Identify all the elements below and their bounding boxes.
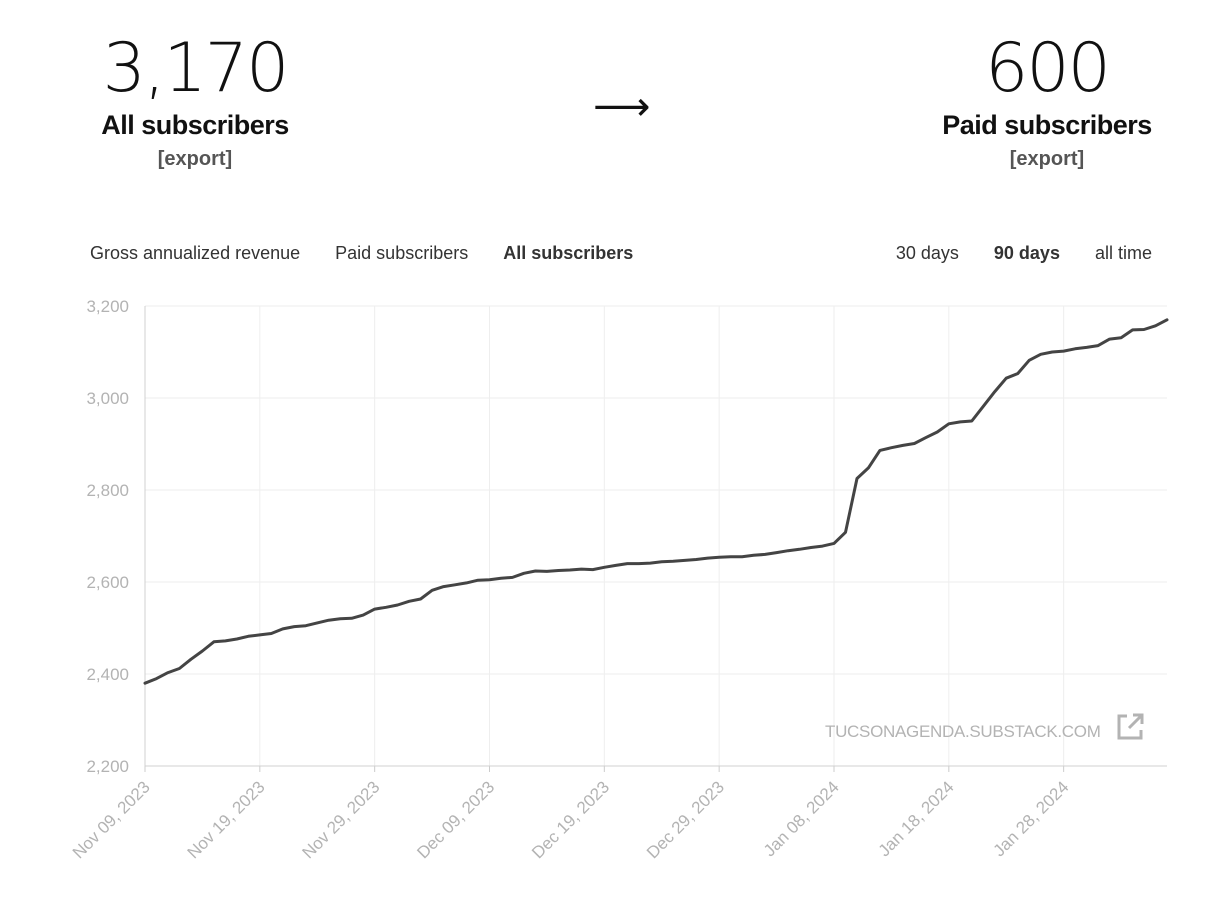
x-tick-label: Nov 09, 2023 [69,777,154,862]
paid-subscribers-stat: 600 Paid subscribers [export] [887,28,1207,171]
external-link-icon[interactable] [1115,712,1145,742]
x-tick-label: Dec 09, 2023 [413,777,498,862]
y-tick-label: 3,000 [86,389,129,408]
x-tick-label: Nov 29, 2023 [299,777,384,862]
arrow-right-icon: ⟶ [593,84,651,130]
metric-tabs: Gross annualized revenue Paid subscriber… [90,243,663,264]
paid-subscribers-label: Paid subscribers [942,110,1152,140]
all-subscribers-stat: 3,170 All subscribers [export] [35,28,355,171]
y-tick-label: 2,600 [86,573,129,592]
range-90-days[interactable]: 90 days [993,243,1060,263]
tab-gross-annualized-revenue[interactable]: Gross annualized revenue [90,243,301,263]
y-tick-label: 3,200 [86,297,129,316]
range-tabs: 30 days 90 days all time [896,243,1152,264]
series-line-all-subscribers [143,318,1169,685]
y-tick-label: 2,400 [86,665,129,684]
all-subscribers-count: 3,170 [102,29,290,108]
tab-all-subscribers[interactable]: All subscribers [503,243,634,263]
y-tick-label: 2,200 [86,757,129,776]
x-tick-label: Dec 19, 2023 [528,777,613,862]
x-tick-label: Jan 18, 2024 [875,777,958,860]
x-tick-label: Nov 19, 2023 [184,777,269,862]
range-30-days[interactable]: 30 days [895,243,959,263]
y-tick-label: 2,800 [86,481,129,500]
export-paid-subscribers-link[interactable]: [export] [1009,148,1085,170]
x-tick-label: Jan 28, 2024 [990,777,1073,860]
all-subscribers-label: All subscribers [101,110,289,140]
x-tick-label: Jan 08, 2024 [760,777,843,860]
paid-subscribers-count: 600 [985,29,1111,108]
tab-paid-subscribers[interactable]: Paid subscribers [335,243,469,263]
substack-watermark: TUCSONAGENDA.SUBSTACK.COM [825,722,1101,741]
export-all-subscribers-link[interactable]: [export] [157,148,233,170]
range-all-time[interactable]: all time [1094,243,1152,263]
x-tick-label: Dec 29, 2023 [643,777,728,862]
